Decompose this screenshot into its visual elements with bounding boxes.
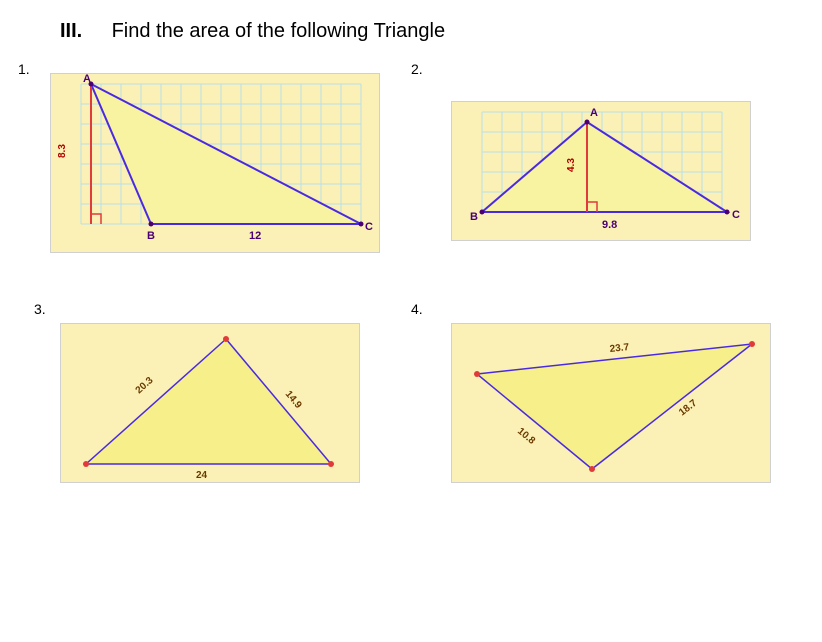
triangle-figure-2: A B C 4.3 9.8 bbox=[451, 101, 751, 241]
problem-number: 3. bbox=[34, 301, 46, 317]
vertex-B: B bbox=[147, 230, 155, 242]
problem-4: 4. 23.7 18.7 10.8 bbox=[421, 313, 782, 483]
problem-1: 1. A B C bbox=[40, 73, 401, 253]
triangle-figure-1: A B C 8.3 12 bbox=[50, 73, 380, 253]
vertex-A: A bbox=[590, 107, 598, 119]
problem-number: 4. bbox=[411, 301, 423, 317]
vertex-B: B bbox=[470, 211, 478, 223]
triangle-figure-3: 20.3 14.9 24 bbox=[60, 323, 360, 483]
problem-2: 2. A B C 4.3 9.8 bbox=[421, 73, 782, 253]
section-title: Find the area of the following Triangle bbox=[112, 20, 446, 42]
problem-3: 3. 20.3 14.9 24 bbox=[40, 313, 401, 483]
side-right: 14.9 bbox=[283, 389, 304, 411]
base-label: 9.8 bbox=[602, 219, 617, 231]
problem-grid: 1. A B C bbox=[40, 73, 782, 483]
vertex-C: C bbox=[365, 221, 373, 233]
height-label: 4.3 bbox=[566, 158, 577, 172]
height-label: 8.3 bbox=[57, 144, 68, 158]
vertex-C: C bbox=[732, 209, 740, 221]
base-label: 12 bbox=[249, 230, 261, 242]
section-roman: III. bbox=[60, 20, 106, 43]
side-base: 24 bbox=[196, 470, 208, 481]
side-left: 10.8 bbox=[515, 426, 537, 447]
vertex-A: A bbox=[83, 74, 91, 85]
problem-number: 1. bbox=[18, 61, 30, 77]
side-left: 20.3 bbox=[134, 375, 156, 396]
problem-number: 2. bbox=[411, 61, 423, 77]
triangle-figure-4: 23.7 18.7 10.8 bbox=[451, 323, 771, 483]
side-top: 23.7 bbox=[609, 342, 630, 355]
